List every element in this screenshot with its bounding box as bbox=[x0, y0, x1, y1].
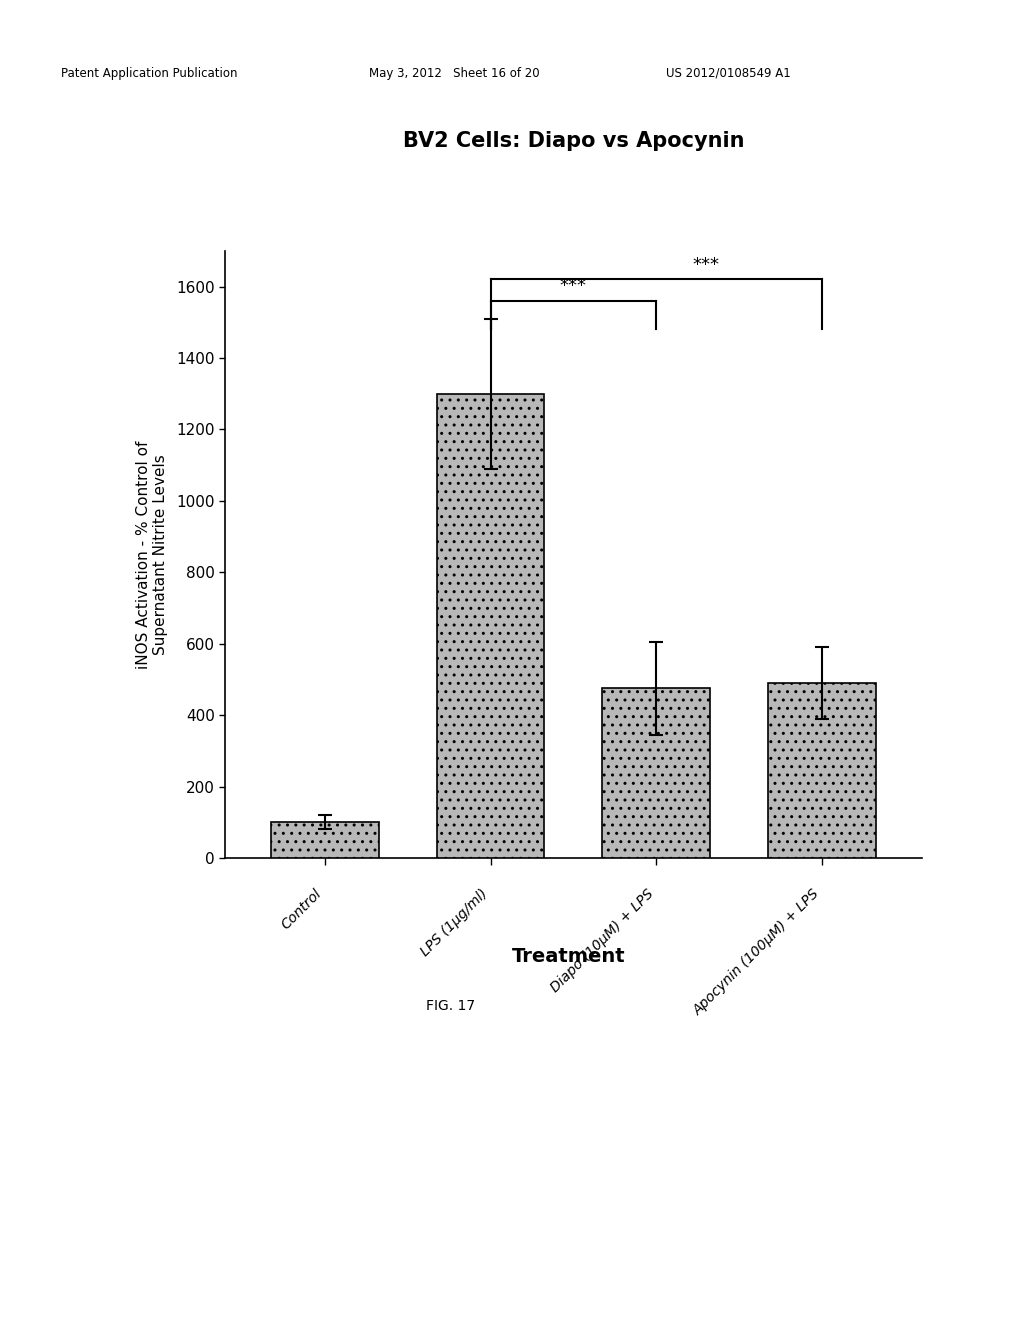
Text: Diapo (10μM) + LPS: Diapo (10μM) + LPS bbox=[548, 887, 656, 995]
Text: May 3, 2012   Sheet 16 of 20: May 3, 2012 Sheet 16 of 20 bbox=[369, 66, 540, 79]
Text: Patent Application Publication: Patent Application Publication bbox=[61, 66, 238, 79]
Text: ***: *** bbox=[692, 256, 720, 275]
Text: ***: *** bbox=[560, 277, 587, 296]
Text: Control: Control bbox=[280, 887, 325, 932]
Bar bbox=[436, 393, 545, 858]
Bar bbox=[271, 822, 379, 858]
Text: FIG. 17: FIG. 17 bbox=[426, 999, 475, 1012]
Text: Apocynin (100μM) + LPS: Apocynin (100μM) + LPS bbox=[691, 887, 822, 1018]
Text: Treatment: Treatment bbox=[512, 948, 625, 966]
Text: LPS (1μg/ml): LPS (1μg/ml) bbox=[418, 887, 490, 960]
Text: US 2012/0108549 A1: US 2012/0108549 A1 bbox=[666, 66, 791, 79]
Bar bbox=[768, 682, 876, 858]
Bar bbox=[602, 688, 711, 858]
Y-axis label: iNOS Activation - % Control of
Supernatant Nitrite Levels: iNOS Activation - % Control of Supernata… bbox=[135, 440, 168, 669]
Title: BV2 Cells: Diapo vs Apocynin: BV2 Cells: Diapo vs Apocynin bbox=[402, 131, 744, 150]
